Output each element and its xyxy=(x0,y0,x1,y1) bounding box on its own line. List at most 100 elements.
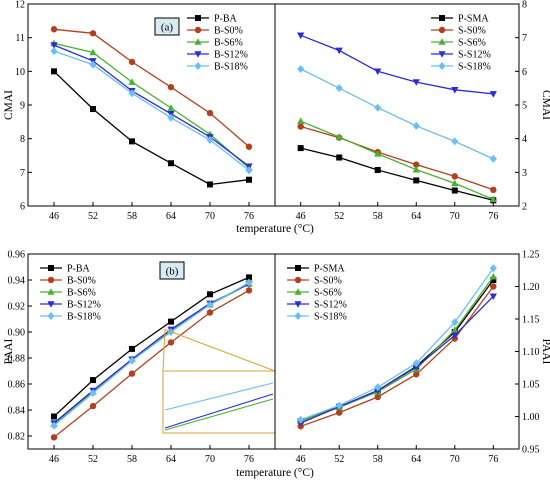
zoom-line-b-s6 xyxy=(164,398,274,431)
data-point xyxy=(297,32,305,40)
series-line xyxy=(53,70,250,186)
data-point xyxy=(167,83,175,91)
data-point xyxy=(297,64,305,73)
data-point xyxy=(206,136,214,145)
legend: P-BAB-S0%B-S6%B-S12%B-S18% xyxy=(187,14,248,73)
series-line xyxy=(300,34,494,95)
zoom-inset xyxy=(162,328,276,434)
x-tick-label: 70 xyxy=(450,454,460,465)
x-tick-label: 76 xyxy=(244,454,254,465)
data-point xyxy=(297,415,305,424)
x-tick-label: 46 xyxy=(49,211,59,222)
data-point xyxy=(451,187,458,194)
chart-bottom-left: 0.82 0.84 0.86 0.88 0.90 0.92 0.94 0.96 46 52 58 64… xyxy=(3,250,276,465)
legend-marker xyxy=(294,301,302,308)
legend-marker xyxy=(47,301,55,308)
legend-marker xyxy=(47,276,55,284)
x-tick-label: 58 xyxy=(127,454,137,465)
data-point xyxy=(167,113,175,122)
data-point xyxy=(374,150,382,157)
series-line xyxy=(53,44,250,167)
legend-entry: P-BA xyxy=(67,264,91,275)
x-tick-label: 52 xyxy=(88,211,98,222)
legend-marker xyxy=(47,312,55,320)
y-tick-label: 1.00 xyxy=(522,412,540,423)
data-point xyxy=(374,68,382,76)
series-line xyxy=(53,282,250,427)
series-S-S18% xyxy=(297,264,497,424)
legend-entry: B-S12% xyxy=(67,300,101,311)
y-tick-label: 0.95 xyxy=(522,445,540,456)
legend: P-BAB-S0%B-S6%B-S12%B-S18% xyxy=(40,264,101,323)
y-axis-title: PAAI xyxy=(540,339,550,365)
y-tick-label: 1.05 xyxy=(522,380,540,391)
series-line xyxy=(300,120,494,200)
data-point xyxy=(129,345,135,352)
y-tick-label: 1.25 xyxy=(522,250,540,261)
data-point xyxy=(129,138,135,145)
legend-marker xyxy=(194,26,202,34)
x-tick-label: 70 xyxy=(205,211,215,222)
data-point xyxy=(89,30,97,37)
data-point xyxy=(412,121,420,130)
series-line xyxy=(53,28,250,148)
legend-entry: S-S18% xyxy=(458,62,491,73)
top-xlabel: temperature (°C) xyxy=(236,223,314,235)
series-P-BA xyxy=(51,274,252,420)
data-point xyxy=(335,47,343,55)
legend-marker xyxy=(194,38,202,45)
data-point xyxy=(89,389,97,398)
legend-marker xyxy=(194,51,202,58)
x-tick-label: 64 xyxy=(411,211,421,222)
data-point xyxy=(489,154,497,163)
series-B-S0% xyxy=(50,26,253,150)
data-point xyxy=(412,79,420,86)
data-point xyxy=(246,274,252,281)
data-point xyxy=(489,293,497,301)
data-point xyxy=(89,48,97,56)
y-tick-label: 8 xyxy=(522,0,527,11)
data-point xyxy=(412,165,420,173)
data-point xyxy=(128,58,136,66)
data-point xyxy=(168,160,174,167)
series-B-S18% xyxy=(50,278,253,430)
legend-marker xyxy=(294,276,302,284)
data-point xyxy=(374,166,381,173)
data-point xyxy=(489,91,497,98)
data-point xyxy=(336,409,343,416)
data-point xyxy=(89,402,97,410)
x-tick-label: 52 xyxy=(334,454,344,465)
series-B-S0% xyxy=(50,287,253,441)
data-point xyxy=(490,283,497,290)
legend-entry: S-S6% xyxy=(458,38,486,49)
legend-marker xyxy=(48,265,54,271)
data-point xyxy=(206,309,214,316)
data-point xyxy=(451,137,459,146)
y-tick-label: 7 xyxy=(20,168,25,179)
legend-marker xyxy=(195,15,201,21)
data-point xyxy=(374,103,382,112)
series-line xyxy=(53,283,250,424)
series-S-S6% xyxy=(297,117,497,203)
data-point xyxy=(413,161,420,168)
bottom-frame xyxy=(27,253,520,450)
data-point xyxy=(206,109,214,117)
legend-marker xyxy=(194,62,202,70)
data-point xyxy=(246,176,252,183)
y-tick-label: 8 xyxy=(20,134,25,145)
y-tick-label: 9 xyxy=(20,101,25,112)
series-line xyxy=(53,50,250,171)
legend-marker xyxy=(438,38,446,45)
legend-entry: B-S0% xyxy=(67,276,96,287)
data-point xyxy=(451,173,458,180)
y-tick-label: 11 xyxy=(15,33,25,44)
data-point xyxy=(489,272,497,280)
legend-marker xyxy=(438,62,446,70)
data-point xyxy=(451,318,459,327)
series-S-S12% xyxy=(297,32,497,98)
data-point xyxy=(51,413,57,420)
legend-entry: B-S6% xyxy=(67,288,96,299)
data-point xyxy=(297,123,304,130)
legend-entry: S-S0% xyxy=(458,26,486,37)
